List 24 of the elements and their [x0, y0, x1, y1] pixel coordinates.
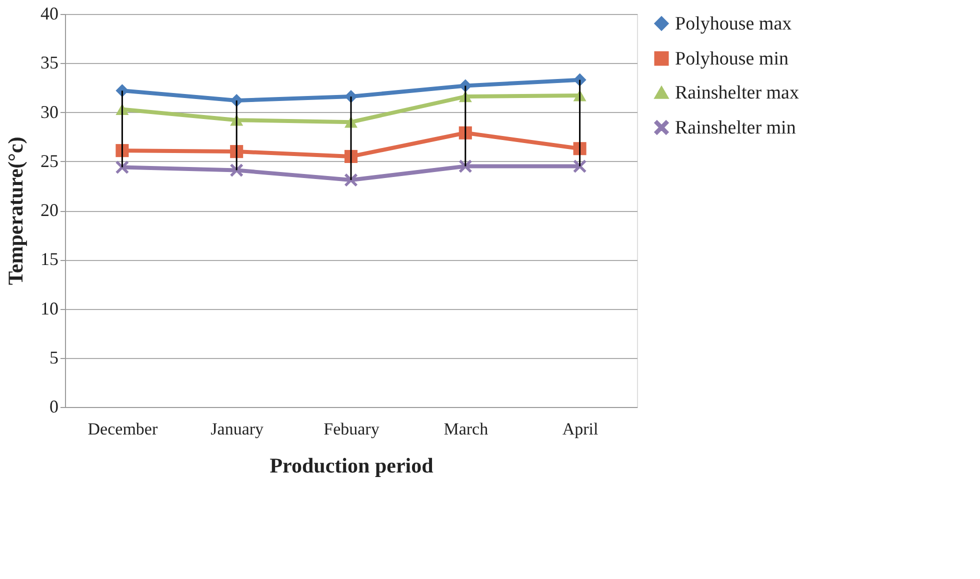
- x-tick-label: March: [444, 420, 489, 438]
- y-tick-label: 15: [40, 249, 58, 270]
- x-tick-label: April: [562, 420, 599, 438]
- legend-label: Polyhouse max: [675, 14, 792, 34]
- y-tick-label: 35: [40, 52, 58, 73]
- x-tick-label: December: [88, 420, 158, 438]
- point: [458, 160, 472, 173]
- legend-label: Rainshelter max: [675, 82, 800, 104]
- y-tick-label: 10: [40, 298, 58, 318]
- y-tick-label: 40: [40, 4, 58, 24]
- point: [230, 164, 244, 177]
- y-tick-label: 0: [50, 396, 58, 416]
- x-axis-title: Production period: [270, 454, 434, 478]
- legend-label: Polyhouse min: [675, 48, 789, 70]
- y-tick-label: 25: [40, 150, 58, 171]
- point: [116, 160, 129, 174]
- y-tick-label: 5: [50, 347, 58, 368]
- y-tick-label: 30: [40, 102, 58, 122]
- x-tick-label: Febuary: [324, 420, 380, 438]
- point: [573, 160, 586, 173]
- y-tick-label: 20: [40, 200, 58, 220]
- x-tick-label: January: [210, 420, 264, 438]
- y-axis-title: Temperature(°c): [4, 136, 28, 286]
- legend-label: Rainshelter min: [675, 118, 796, 138]
